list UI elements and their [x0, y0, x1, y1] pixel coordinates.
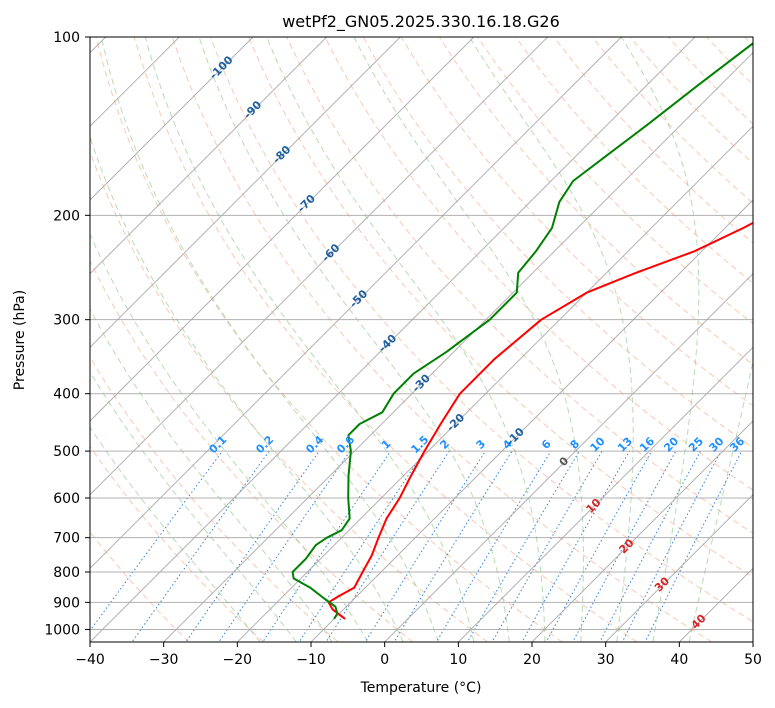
x-tick-label: 30: [597, 652, 615, 668]
isotherm-line: [310, 199, 753, 642]
isotherm-line: [457, 346, 753, 642]
dewpoint-profile-line: [291, 42, 753, 620]
moist-adiabat-line: [688, 358, 753, 642]
x-tick-label: 20: [523, 652, 541, 668]
dry-adiabat-line: [90, 259, 414, 642]
x-tick-label: −30: [149, 652, 179, 668]
x-tick-label: 40: [670, 652, 688, 668]
y-tick-label: 300: [53, 313, 80, 329]
plot-frame: [89, 36, 754, 643]
y-tick-label: 600: [53, 491, 80, 507]
dry-adiabat-line: [133, 37, 638, 642]
isotherm-line: [90, 37, 549, 496]
isotherm-line: [752, 641, 753, 642]
dry-adiabat-line: [324, 37, 753, 491]
dry-adiabat-line: [248, 37, 753, 578]
y-tick-label: 500: [53, 444, 80, 460]
y-tick-label: 1000: [44, 622, 80, 638]
dry-adiabat-line: [171, 37, 712, 642]
series-layer: [291, 42, 753, 620]
temperature-profile-line: [327, 221, 753, 620]
y-tick-label: 900: [53, 595, 80, 611]
x-tick-label: 50: [744, 652, 762, 668]
isotherm-line: [90, 37, 622, 570]
moist-adiabat-line: [353, 37, 584, 642]
dry-adiabat-line: [286, 37, 753, 534]
isotherm-line: [384, 272, 753, 642]
dry-adiabat-line: [90, 445, 264, 642]
moist-adiabat-line: [266, 37, 546, 642]
x-tick-label: −10: [296, 652, 326, 668]
y-tick-label: 200: [53, 208, 80, 224]
plot-background: [90, 37, 753, 642]
moist-adiabat-line: [90, 308, 333, 642]
x-tick-label: 0: [380, 652, 389, 668]
isotherm-line: [236, 125, 753, 642]
y-tick-label: 100: [53, 30, 80, 46]
isotherm-line: [163, 51, 753, 642]
dry-adiabat-line: [515, 37, 753, 284]
x-axis-label: Temperature (°C): [360, 680, 482, 696]
x-tick-label: −40: [75, 652, 105, 668]
y-tick-label: 700: [53, 531, 80, 547]
y-tick-label: 400: [53, 387, 80, 403]
grid-layer: [90, 37, 753, 642]
dry-adiabat-line: [95, 37, 563, 642]
isotherm-line: [90, 37, 401, 349]
isotherm-line: [90, 37, 328, 275]
isotherm-line: [90, 37, 696, 642]
moist-adiabat-line: [90, 135, 404, 642]
moist-adiabat-line: [620, 37, 700, 642]
chart-title: wetPf2_GN05.2025.330.16.18.G26: [282, 12, 560, 32]
dry-adiabat-line: [210, 37, 753, 623]
moist-adiabat-line: [100, 37, 439, 642]
x-tick-label: 10: [449, 652, 467, 668]
moist-adiabat-line: [90, 426, 261, 642]
isotherm-line: [605, 493, 753, 642]
moist-adiabat-line: [198, 37, 510, 642]
moist-adiabat-line: [90, 232, 369, 642]
moist-adiabat-line: [90, 370, 297, 642]
isotherm-line: [90, 37, 475, 422]
moist-adiabat-line: [144, 37, 475, 642]
x-tick-label: −20: [223, 652, 253, 668]
y-tick-label: 800: [53, 565, 80, 581]
isotherm-line: [531, 420, 753, 642]
y-axis-label: Pressure (hPa): [12, 290, 28, 390]
isotherm-line: [90, 37, 254, 201]
axis-layer: −40 −30 −20 −10 0 10 20 30 40 50 1000 900 800 700 600 5…: [44, 30, 762, 668]
